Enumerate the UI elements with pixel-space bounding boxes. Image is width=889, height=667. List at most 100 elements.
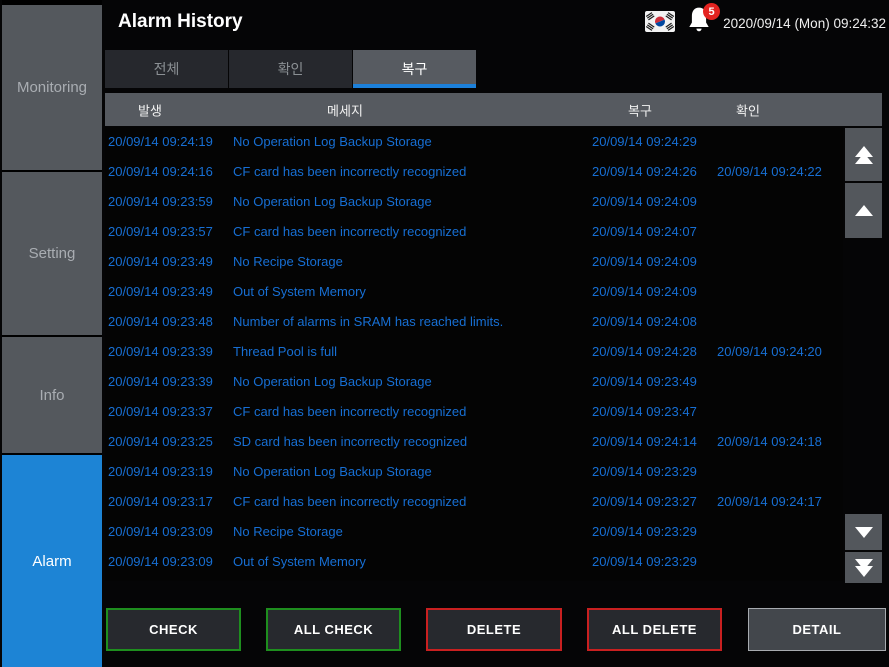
button-label: ALL DELETE (612, 622, 697, 637)
cell-message: Thread Pool is full (233, 344, 338, 359)
sidebar-item-alarm[interactable]: Alarm (2, 455, 102, 667)
south-korea-flag-icon[interactable] (645, 11, 675, 32)
button-label: CHECK (149, 622, 198, 637)
column-header-checked: 확인 (736, 103, 760, 118)
cell-message: CF card has been incorrectly recognized (233, 404, 467, 419)
sidebar-item-monitoring[interactable]: Monitoring (2, 5, 102, 170)
cell-recovered: 20/09/14 09:23:29 (592, 524, 697, 539)
cell-message: SD card has been incorrectly recognized (233, 434, 468, 449)
scroll-down-button[interactable] (845, 514, 882, 550)
column-header-occurred: 발생 (138, 103, 162, 118)
tab-label: 전체 (153, 61, 180, 77)
sidebar-item-label: Alarm (32, 552, 72, 570)
table-row[interactable]: 20/09/14 09:23:19 No Operation Log Backup… (105, 457, 843, 487)
down-arrow-glyph (854, 526, 873, 538)
detail-button[interactable]: DETAIL (748, 608, 886, 651)
table-row[interactable]: 20/09/14 09:23:09 No Recipe Storage 20/09/… (105, 517, 843, 547)
table-row[interactable]: 20/09/14 09:23:48 Number of alarms in SRA… (105, 307, 843, 337)
button-label: DELETE (466, 622, 522, 637)
cell-recovered: 20/09/14 09:24:08 (592, 314, 697, 329)
cell-occurred: 20/09/14 09:24:19 (108, 134, 213, 149)
notification-bell-icon[interactable]: 5 (686, 3, 726, 36)
up-arrow-glyph (854, 152, 873, 164)
cell-occurred: 20/09/14 09:23:39 (108, 344, 213, 359)
table-row[interactable]: 20/09/14 09:23:49 Out of System Memory 20/… (105, 277, 843, 307)
sidebar-item-label: Info (39, 386, 65, 404)
table-row[interactable]: 20/09/14 09:23:57 CF card has been incorr… (105, 217, 843, 247)
cell-message: Number of alarms in SRAM has reached lim… (233, 314, 504, 329)
column-header-message: 메세지 (327, 103, 363, 118)
delete-button[interactable]: DELETE (426, 608, 562, 651)
cell-recovered: 20/09/14 09:24:09 (592, 194, 697, 209)
cell-occurred: 20/09/14 09:23:09 (108, 524, 213, 539)
cell-recovered: 20/09/14 09:24:28 (592, 344, 697, 359)
button-label: DETAIL (792, 622, 842, 637)
cell-checked: 20/09/14 09:24:17 (717, 494, 822, 509)
table-row[interactable]: 20/09/14 09:24:19 No Operation Log Backup… (105, 127, 843, 157)
tab-recovered[interactable]: 복구 (353, 50, 476, 88)
scroll-up-icon (854, 205, 873, 216)
alarm-table-body: 20/09/14 09:24:19 No Operation Log Backup… (105, 127, 843, 581)
table-row[interactable]: 20/09/14 09:23:59 No Operation Log Backup… (105, 187, 843, 217)
main-content: Alarm History (105, 0, 889, 667)
sidebar-item-label: Monitoring (16, 79, 88, 96)
table-header: 발생 메세지 복구 확인 (105, 93, 882, 126)
up-arrow-glyph (854, 145, 873, 157)
table-row[interactable]: 20/09/14 09:23:39 No Operation Log Backup… (105, 367, 843, 397)
table-row[interactable]: 20/09/14 09:23:39 Thread Pool is full 20/0… (105, 337, 843, 367)
table-row[interactable]: 20/09/14 09:23:17 CF card has been incorr… (105, 487, 843, 517)
cell-occurred: 20/09/14 09:23:25 (108, 434, 213, 449)
cell-occurred: 20/09/14 09:23:19 (108, 464, 213, 479)
scroll-down-icon (854, 526, 873, 538)
cell-recovered: 20/09/14 09:24:09 (592, 284, 697, 299)
table-row[interactable]: 20/09/14 09:23:09 Out of System Memory 20/… (105, 547, 843, 577)
cell-checked: 20/09/14 09:24:20 (717, 344, 822, 359)
scroll-up-button[interactable] (845, 183, 882, 238)
cell-message: CF card has been incorrectly recognized (233, 164, 467, 179)
cell-message: No Operation Log Backup Storage (233, 194, 432, 209)
tab-all[interactable]: 전체 (105, 50, 228, 88)
table-row[interactable]: 20/09/14 09:24:16 CF card has been incorr… (105, 157, 843, 187)
cell-occurred: 20/09/14 09:23:49 (108, 254, 213, 269)
cell-recovered: 20/09/14 09:24:09 (592, 254, 697, 269)
alarm-filter-tabs: 전체 확인 복구 (105, 50, 477, 88)
cell-recovered: 20/09/14 09:24:29 (592, 134, 697, 149)
down-arrow-glyph (854, 558, 873, 570)
check-button[interactable]: CHECK (106, 608, 241, 651)
cell-message: No Operation Log Backup Storage (233, 464, 432, 479)
cell-message: CF card has been incorrectly recognized (233, 224, 467, 239)
cell-message: No Recipe Storage (233, 524, 343, 539)
button-label: ALL CHECK (293, 622, 374, 637)
all-delete-button[interactable]: ALL DELETE (587, 608, 722, 651)
tab-checked[interactable]: 확인 (229, 50, 352, 88)
sidebar-item-setting[interactable]: Setting (2, 172, 102, 335)
sidebar-item-info[interactable]: Info (2, 337, 102, 453)
scroll-to-bottom-button[interactable] (845, 552, 882, 583)
all-check-button[interactable]: ALL CHECK (266, 608, 401, 651)
cell-message: No Recipe Storage (233, 254, 343, 269)
notification-badge: 5 (703, 3, 720, 20)
cell-occurred: 20/09/14 09:24:16 (108, 164, 213, 179)
page-title: Alarm History (118, 11, 243, 32)
down-arrow-glyph (854, 565, 873, 577)
cell-recovered: 20/09/14 09:23:29 (592, 554, 697, 569)
scroll-to-top-icon (854, 145, 873, 164)
active-tab-indicator (353, 84, 476, 88)
cell-message: CF card has been incorrectly recognized (233, 494, 467, 509)
scroll-to-top-button[interactable] (845, 128, 882, 181)
cell-recovered: 20/09/14 09:23:27 (592, 494, 697, 509)
cell-message: No Operation Log Backup Storage (233, 374, 432, 389)
cell-occurred: 20/09/14 09:23:39 (108, 374, 213, 389)
cell-recovered: 20/09/14 09:23:47 (592, 404, 697, 419)
table-row[interactable]: 20/09/14 09:23:37 CF card has been incorr… (105, 397, 843, 427)
cell-recovered: 20/09/14 09:24:26 (592, 164, 697, 179)
sidebar: Monitoring Setting Info Alarm (2, 0, 102, 667)
cell-occurred: 20/09/14 09:23:48 (108, 314, 213, 329)
cell-occurred: 20/09/14 09:23:37 (108, 404, 213, 419)
cell-recovered: 20/09/14 09:23:29 (592, 464, 697, 479)
datetime-display: 2020/09/14 (Mon) 09:24:32 (723, 16, 886, 31)
column-header-recovered: 복구 (628, 103, 652, 118)
cell-occurred: 20/09/14 09:23:09 (108, 554, 213, 569)
table-row[interactable]: 20/09/14 09:23:49 No Recipe Storage 20/09/… (105, 247, 843, 277)
table-row[interactable]: 20/09/14 09:23:25 SD card has been incorr… (105, 427, 843, 457)
